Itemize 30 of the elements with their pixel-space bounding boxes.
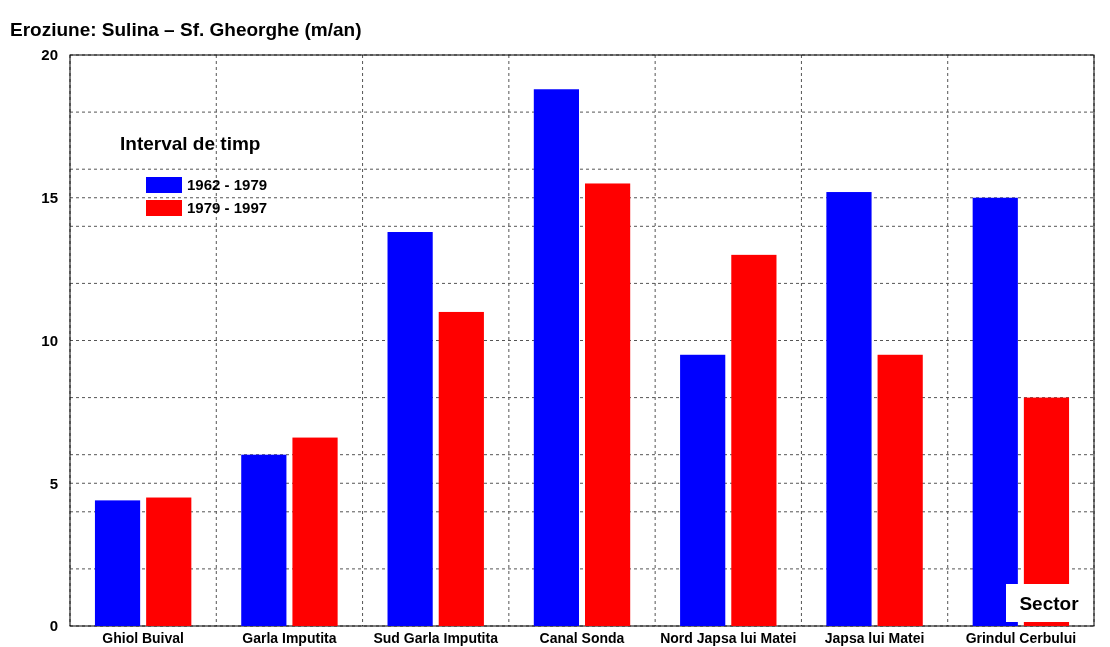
chart-title: Eroziune: Sulina – Sf. Gheorghe (m/an): [10, 19, 362, 40]
y-tick-label: 20: [41, 46, 58, 64]
legend-title: Interval de timp: [120, 133, 261, 154]
x-tick-label: Garla Imputita: [242, 630, 337, 646]
bar: [94, 500, 141, 626]
y-tick-label: 10: [41, 331, 58, 349]
bar: [877, 354, 923, 626]
x-tick-label: Canal Sonda: [539, 630, 625, 646]
bar: [438, 311, 484, 626]
x-axis-title: Sector: [1019, 593, 1080, 614]
bar: [146, 497, 192, 626]
bar: [972, 197, 1018, 626]
legend-label: 1962 - 1979: [187, 176, 268, 193]
bar: [241, 454, 287, 626]
x-tick-label: Japsa lui Matei: [824, 630, 925, 646]
bar: [680, 354, 726, 626]
x-tick-label: Sud Garla Imputita: [373, 630, 499, 646]
bar: [585, 183, 631, 626]
bar: [387, 232, 433, 626]
x-tick-label: Ghiol Buival: [102, 630, 184, 646]
x-tick-label: Grindul Cerbului: [965, 630, 1077, 646]
y-tick-label: 15: [41, 189, 58, 206]
bar: [533, 89, 579, 626]
y-tick-label: 5: [49, 474, 58, 492]
legend-label: 1979 - 1997: [187, 199, 268, 216]
bar: [731, 254, 777, 626]
bar: [292, 437, 338, 626]
bar: [826, 192, 872, 626]
y-tick-label: 0: [49, 617, 58, 635]
x-tick-label: Nord Japsa lui Matei: [660, 630, 797, 646]
